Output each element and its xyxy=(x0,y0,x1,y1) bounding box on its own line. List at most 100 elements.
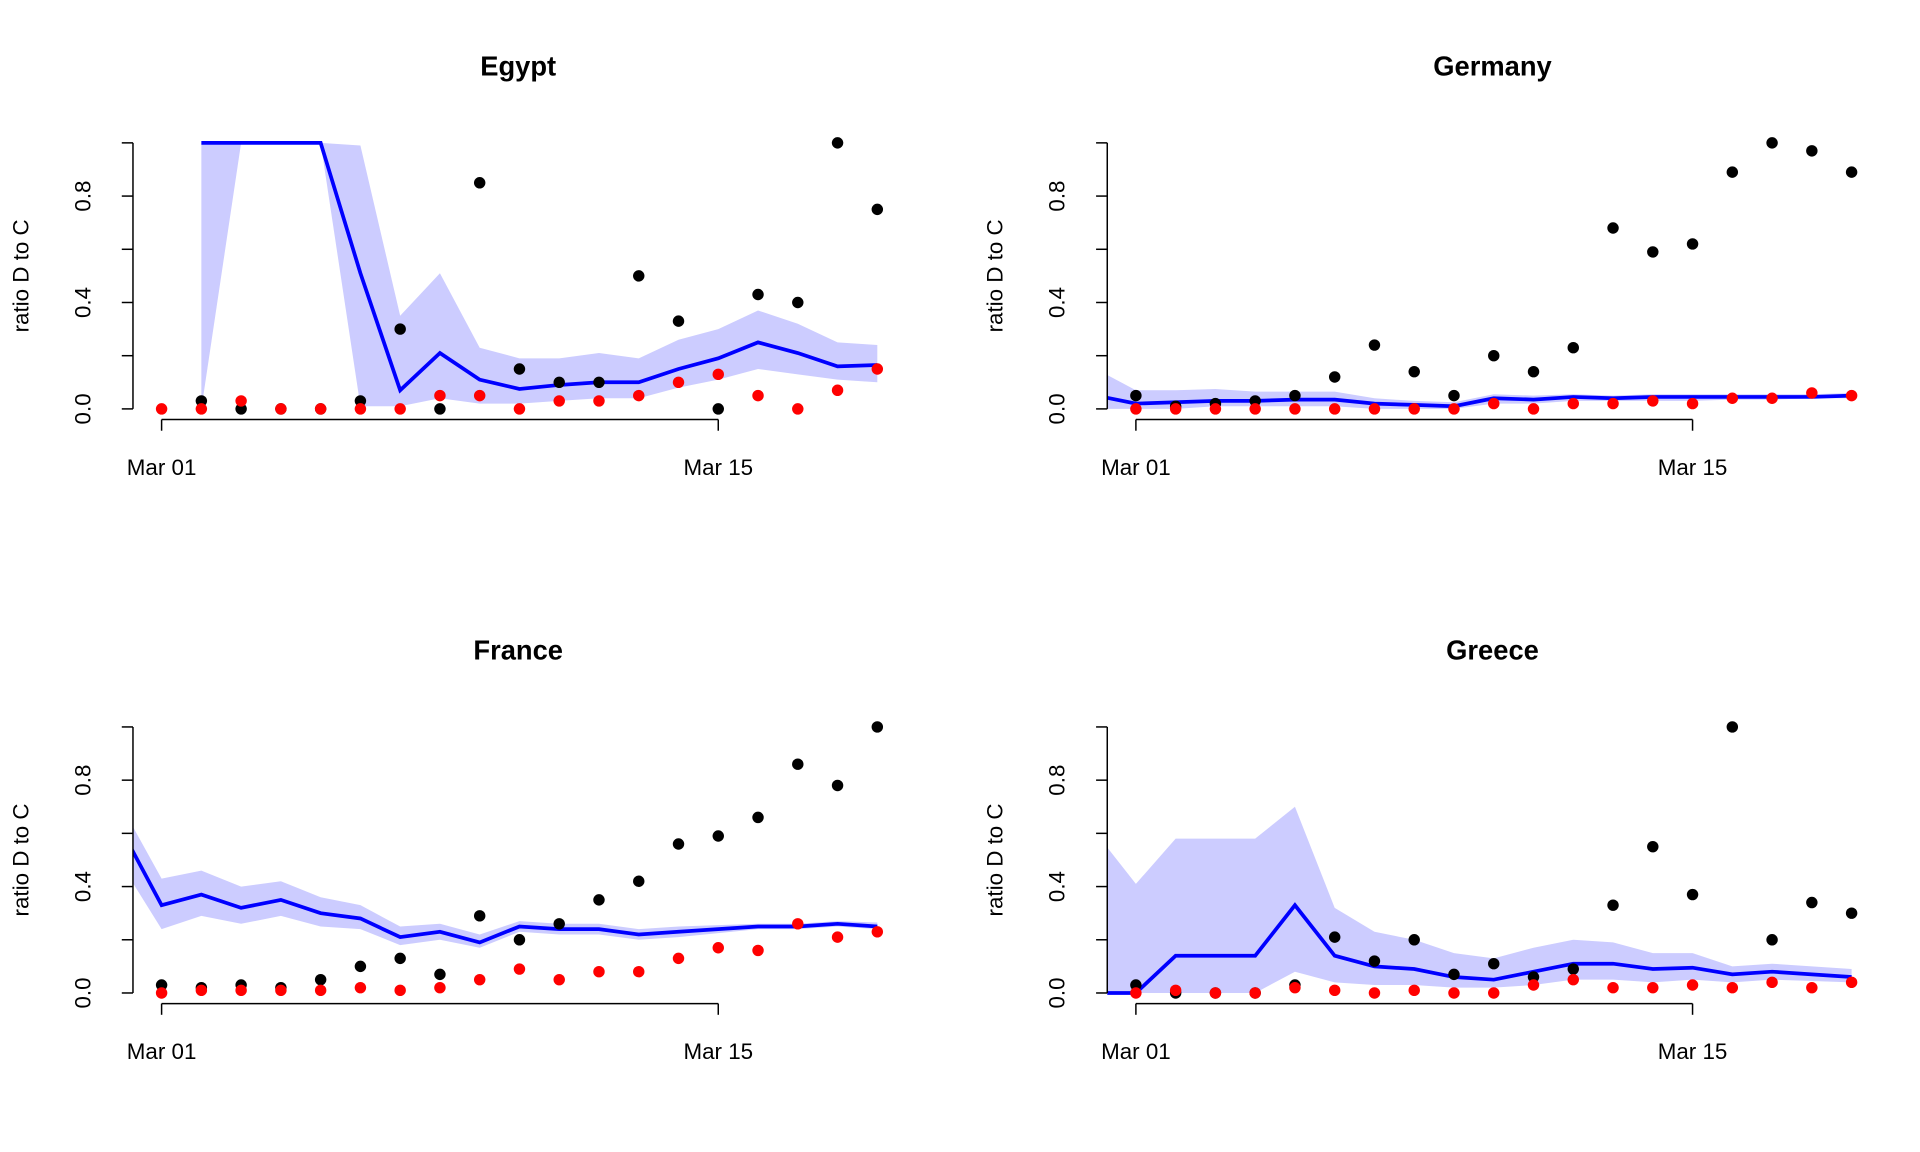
data-point xyxy=(1527,365,1540,378)
data-point xyxy=(712,942,724,954)
data-point xyxy=(712,403,724,415)
panel: Egypt ratio D to C 0.0 0.4 0.8 Mar 01 Mar 15 xyxy=(8,51,884,480)
data-point xyxy=(1686,397,1699,410)
data-point xyxy=(473,910,486,922)
data-point xyxy=(1488,987,1500,999)
data-point xyxy=(1368,955,1381,967)
data-point xyxy=(1766,976,1778,989)
data-point xyxy=(1289,981,1301,994)
data-point xyxy=(1726,981,1739,994)
data-point xyxy=(354,960,367,973)
data-point xyxy=(275,984,287,997)
data-point xyxy=(1488,957,1500,970)
data-point xyxy=(1289,403,1301,415)
plot-area xyxy=(1107,374,1852,409)
data-point xyxy=(1686,238,1699,250)
chart-title: Greece xyxy=(1446,635,1539,666)
series-line xyxy=(1107,393,1852,409)
data-point xyxy=(633,389,645,402)
data-point xyxy=(593,376,605,389)
data-point xyxy=(1130,403,1142,415)
y-axis-label: ratio D to C xyxy=(8,219,33,332)
data-point xyxy=(1368,987,1381,999)
data-point xyxy=(1647,395,1659,407)
data-point xyxy=(1408,365,1420,378)
y-tick-label: 0.8 xyxy=(1045,181,1070,212)
data-point xyxy=(1289,389,1301,402)
data-point xyxy=(871,721,884,733)
data-point xyxy=(1130,987,1142,999)
data-point xyxy=(1845,166,1858,178)
data-point xyxy=(1249,403,1261,415)
data-point xyxy=(1169,984,1182,997)
data-point xyxy=(1527,971,1540,983)
data-point xyxy=(1169,403,1182,415)
y-tick-label: 0.4 xyxy=(1045,287,1070,318)
data-point xyxy=(195,395,208,407)
data-point xyxy=(275,403,287,415)
data-point xyxy=(1766,392,1778,404)
y-tick-label: 0.4 xyxy=(70,871,95,902)
x-tick-label: Mar 15 xyxy=(683,455,753,480)
data-point xyxy=(1806,387,1818,399)
data-point xyxy=(1488,397,1500,410)
data-point xyxy=(593,965,605,978)
data-point xyxy=(434,389,446,402)
data-point xyxy=(672,952,685,965)
data-point xyxy=(871,363,884,375)
data-point xyxy=(434,968,446,981)
data-point xyxy=(593,395,605,407)
x-tick-label: Mar 15 xyxy=(683,1039,753,1064)
y-tick-label: 0.0 xyxy=(1045,393,1070,424)
data-point xyxy=(1368,339,1381,351)
data-point xyxy=(1249,987,1261,999)
plot-area xyxy=(132,826,878,948)
data-point xyxy=(434,981,446,994)
data-point xyxy=(672,838,685,850)
data-point xyxy=(1726,392,1739,404)
x-tick-label: Mar 01 xyxy=(127,455,197,480)
data-point xyxy=(553,918,565,930)
data-point xyxy=(593,894,605,906)
data-point xyxy=(155,979,168,991)
y-tick-label: 0.0 xyxy=(1045,977,1070,1008)
data-point xyxy=(1448,968,1460,981)
data-point xyxy=(1845,976,1858,989)
data-point xyxy=(831,384,844,396)
data-point xyxy=(831,931,844,943)
data-point xyxy=(553,973,565,986)
data-point xyxy=(1209,403,1222,415)
series-line xyxy=(132,847,878,945)
data-point xyxy=(1130,389,1142,402)
data-point xyxy=(1249,395,1261,407)
y-axis-label: ratio D to C xyxy=(983,803,1008,916)
data-point xyxy=(434,403,446,415)
y-tick-label: 0.8 xyxy=(1045,765,1070,796)
data-point xyxy=(473,177,486,189)
data-point xyxy=(1328,371,1341,383)
data-point xyxy=(354,395,367,407)
data-point xyxy=(633,875,645,887)
data-point xyxy=(513,403,526,415)
confidence-band xyxy=(132,826,878,948)
panel: Greece ratio D to C 0.0 0.4 0.8 Mar 01 Mar 15 xyxy=(983,635,1858,1064)
confidence-band xyxy=(201,142,878,409)
data-point xyxy=(394,952,406,965)
data-point xyxy=(1845,907,1858,919)
plot-area xyxy=(1107,806,1852,995)
data-point xyxy=(1766,137,1778,149)
data-point xyxy=(1488,349,1500,362)
data-point xyxy=(1328,403,1341,415)
data-point xyxy=(752,944,764,957)
data-point xyxy=(155,987,168,999)
data-point xyxy=(1567,973,1579,986)
data-point xyxy=(1806,896,1818,909)
x-tick-label: Mar 01 xyxy=(127,1039,197,1064)
data-point xyxy=(1448,987,1460,999)
series-line xyxy=(201,141,878,394)
data-point xyxy=(1647,246,1659,258)
data-point xyxy=(672,376,685,389)
data-point xyxy=(394,403,406,415)
confidence-band xyxy=(1107,806,1852,993)
data-point xyxy=(1806,145,1818,157)
